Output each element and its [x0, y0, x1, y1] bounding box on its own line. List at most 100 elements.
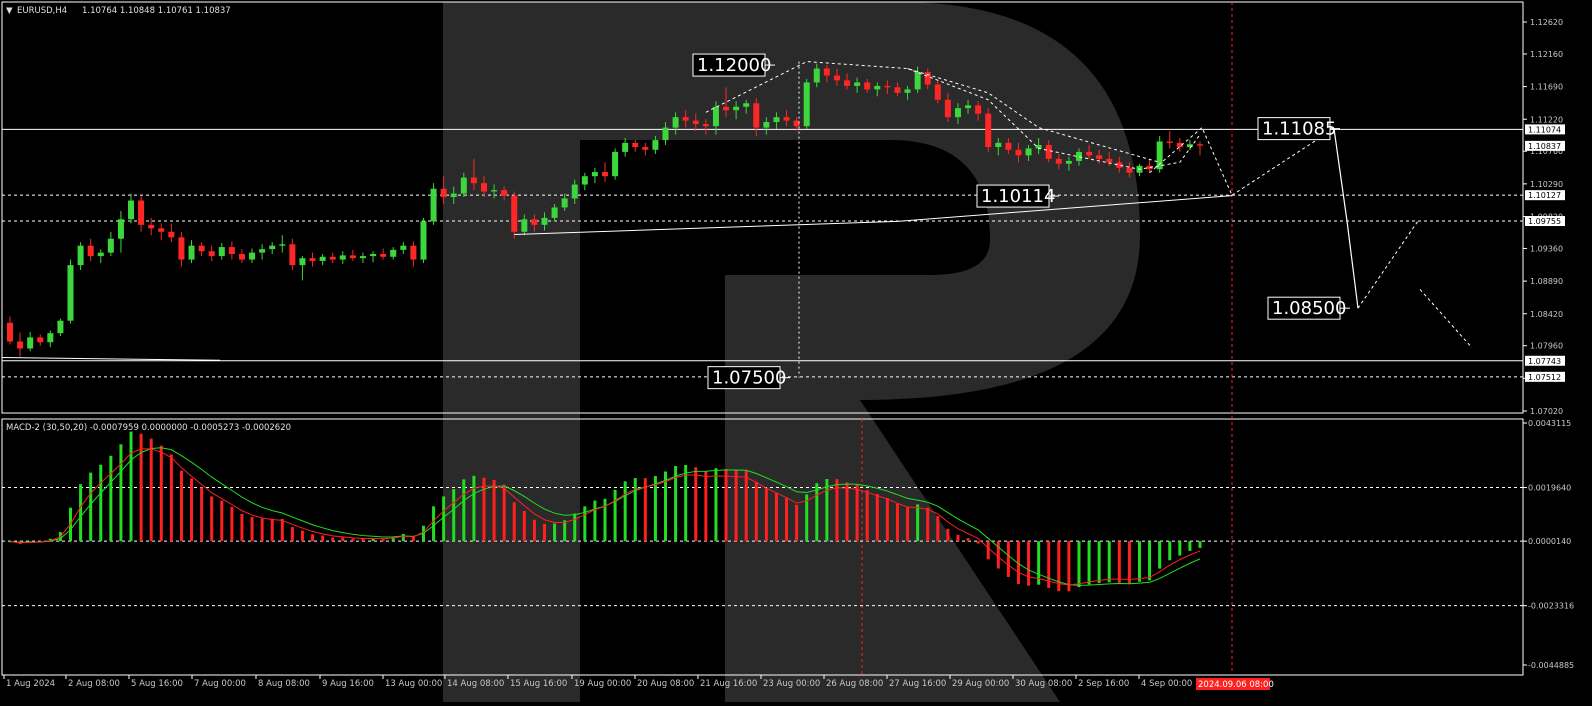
price-tick-label: 1.12620 — [1530, 18, 1563, 27]
candle-body — [107, 238, 114, 253]
macd-bar — [351, 538, 355, 542]
time-tick-label: 27 Aug 16:00 — [889, 679, 946, 689]
time-tick-label: 9 Aug 16:00 — [322, 679, 374, 689]
candle-body — [138, 200, 145, 225]
candle-body — [420, 221, 427, 260]
candle-body — [198, 245, 205, 252]
macd-bar — [1188, 541, 1192, 551]
macd-axis: 0.0043115 0.0019640 0.0000140 -0.0023316 -0.… — [1523, 419, 1574, 670]
symbol-arrow-icon[interactable]: ▼ — [6, 6, 13, 16]
macd-bar — [331, 537, 335, 542]
candle-body — [1055, 158, 1062, 164]
price-tick-label: 1.12160 — [1530, 50, 1563, 59]
candle-body — [904, 89, 911, 93]
macd-bar — [1178, 541, 1182, 556]
macd-tick-label: -0.0044885 — [1528, 661, 1574, 670]
macd-bar — [190, 478, 194, 542]
macd-bar — [300, 530, 304, 542]
symbol-label: EURUSD,H4 — [17, 6, 67, 16]
macd-bar — [462, 479, 466, 542]
macd-bar — [976, 541, 980, 544]
candle-body — [642, 147, 649, 150]
level-price-label: 1.09755 — [1528, 217, 1561, 226]
candle-body — [1015, 149, 1022, 156]
candle-body — [309, 258, 316, 261]
macd-tick-label: 0.0000140 — [1528, 537, 1571, 546]
time-tick-label: 23 Aug 00:00 — [763, 679, 820, 689]
macd-bar — [956, 534, 960, 542]
candle-body — [571, 184, 578, 199]
macd-bar — [845, 482, 849, 542]
candle-body — [1025, 148, 1032, 156]
price-tick-label: 1.11220 — [1530, 115, 1563, 124]
macd-bar — [613, 489, 617, 542]
candle-body — [289, 244, 296, 266]
candle-body — [864, 82, 871, 90]
macd-bar — [714, 468, 718, 542]
candle-body — [208, 251, 215, 257]
level-price-box — [1525, 124, 1565, 135]
candle-body — [178, 237, 185, 260]
macd-bar — [129, 431, 133, 542]
macd-bar — [361, 538, 365, 542]
candle-body — [924, 72, 931, 85]
projected-path — [1419, 289, 1473, 349]
candle-body — [1116, 162, 1123, 168]
macd-bar — [643, 478, 647, 542]
time-axis[interactable]: 1 Aug 2024 2 Aug 08:00 5 Aug 16:00 7 Aug 00… — [3, 675, 1274, 690]
macd-bar — [1047, 541, 1051, 589]
macd-bar — [270, 518, 274, 542]
macd-bar — [532, 519, 536, 542]
price-axis[interactable]: 1.12620 1.12160 1.11690 1.11220 1.10760 1.102… — [1523, 18, 1565, 416]
annotation-label: 1.07500 — [712, 368, 786, 389]
macd-bar — [996, 541, 1000, 569]
candle-body — [501, 190, 508, 196]
macd-bar — [734, 469, 738, 542]
macd-bar — [240, 513, 244, 542]
macd-bar — [48, 538, 52, 542]
macd-bar — [916, 504, 920, 542]
candle-body — [773, 117, 780, 123]
candle-body — [440, 188, 447, 198]
macd-bar — [966, 538, 970, 542]
macd-bar — [694, 467, 698, 542]
candle-body — [602, 172, 608, 177]
macd-bar — [79, 484, 83, 542]
macd-bar — [492, 479, 496, 542]
level-price-label: 1.11074 — [1528, 125, 1561, 134]
candle-body — [531, 219, 538, 225]
candle-body — [218, 247, 225, 257]
candle-body — [884, 85, 891, 88]
candle-body — [581, 176, 588, 185]
macd-bar — [885, 498, 889, 542]
macd-bar — [825, 479, 829, 542]
time-tick-label: 15 Aug 16:00 — [510, 679, 567, 689]
projected-path — [1231, 128, 1335, 196]
candle-body — [259, 249, 266, 253]
candle-body — [1106, 158, 1113, 163]
level-annotations: 1.12000 1.07500 1.10114 1.11085 1.08500 — [692, 53, 1350, 390]
macd-bar — [684, 465, 688, 542]
macd-bar — [1027, 541, 1031, 586]
macd-bar — [89, 472, 93, 542]
candle-body — [1035, 144, 1042, 149]
macd-bar — [119, 444, 123, 542]
macd-bar — [1006, 541, 1010, 577]
candle-body — [1126, 167, 1133, 173]
macd-bar — [1107, 541, 1111, 583]
candle-body — [1156, 141, 1163, 170]
candle-body — [672, 117, 679, 128]
time-tick-label: 21 Aug 16:00 — [700, 679, 757, 689]
projected-path — [1333, 128, 1359, 309]
macd-bar — [512, 502, 516, 542]
macd-bar — [895, 503, 899, 542]
macd-bar — [1158, 541, 1162, 569]
macd-bar — [522, 511, 526, 542]
macd-bar — [159, 445, 163, 542]
candle-body — [97, 252, 104, 257]
candle-body — [662, 127, 669, 141]
level-price-label: 1.07512 — [1528, 373, 1561, 382]
candle-body — [975, 105, 982, 114]
